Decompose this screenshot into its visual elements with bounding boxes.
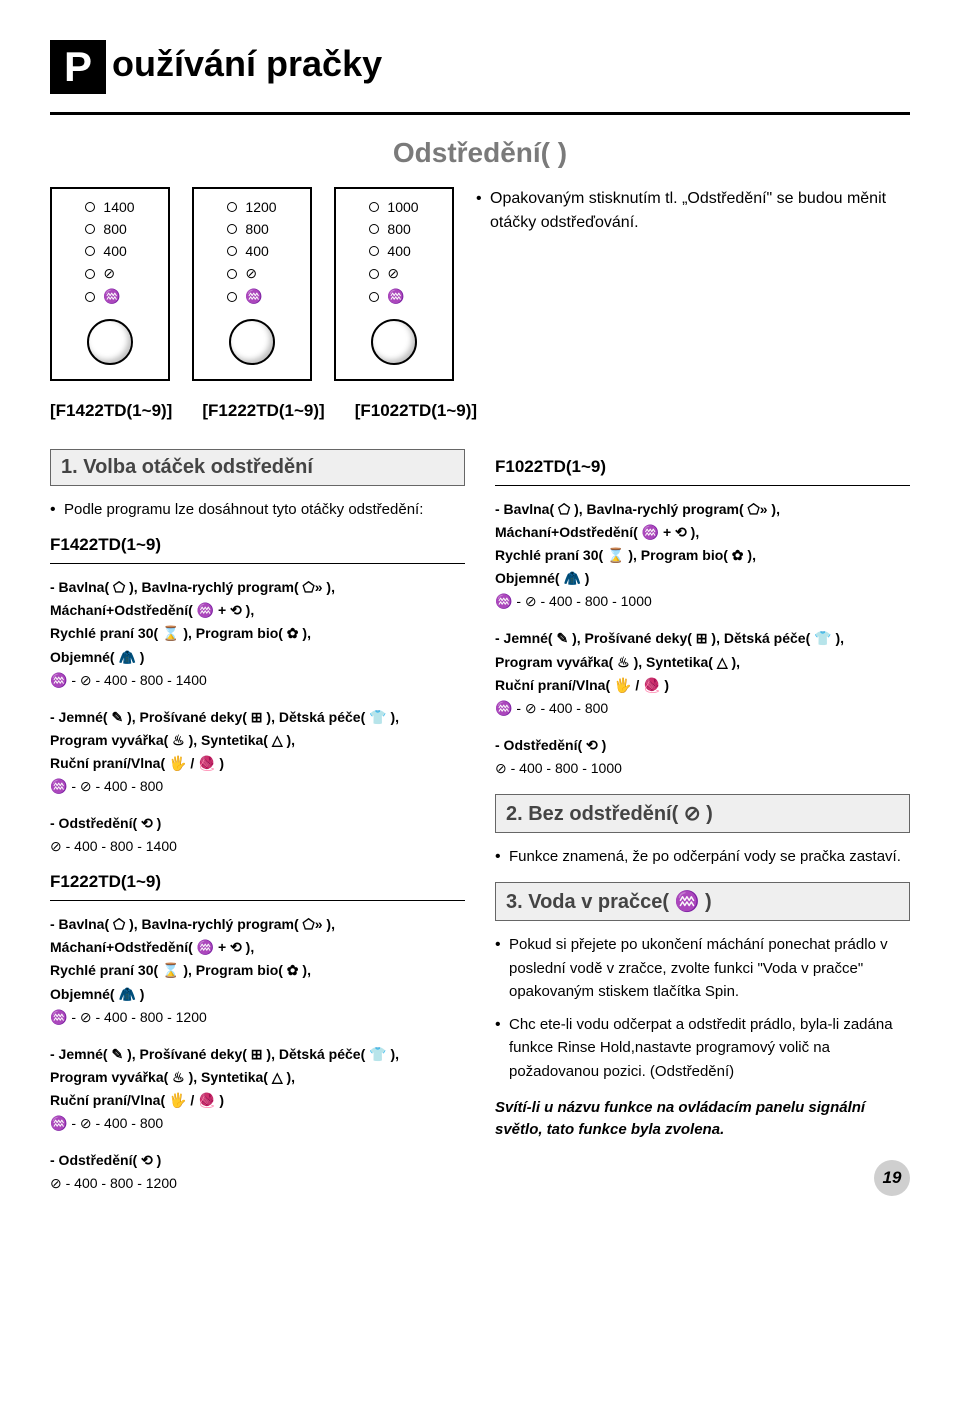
program-block: - Odstředění( ⟲ ) ⊘ - 400 - 800 - 1000 bbox=[495, 734, 910, 780]
program-block: - Odstředění( ⟲ ) ⊘ - 400 - 800 - 1400 bbox=[50, 812, 465, 858]
radio-icon bbox=[369, 246, 379, 256]
radio-icon bbox=[85, 224, 95, 234]
step-3-heading: 3. Voda v pračce( ♒ ) bbox=[495, 882, 910, 921]
right-column: F1022TD(1~9) - Bavlna( ⬠ ), Bavlna-rychl… bbox=[495, 449, 910, 1209]
radio-icon bbox=[369, 202, 379, 212]
radio-icon bbox=[85, 292, 95, 302]
intro-text: Podle programu lze dosáhnout tyto otáčky… bbox=[50, 498, 465, 521]
program-block: - Jemné( ✎ ), Prošívané deky( ⊞ ), Dětsk… bbox=[50, 1043, 465, 1135]
radio-icon bbox=[369, 269, 379, 279]
spin-panel-3: 1000 800 400 ⊘ ♒ bbox=[334, 187, 454, 381]
title-badge: P bbox=[50, 40, 106, 94]
radio-icon bbox=[369, 224, 379, 234]
left-column: 1. Volba otáček odstředění Podle program… bbox=[50, 449, 465, 1209]
program-block: - Bavlna( ⬠ ), Bavlna-rychlý program( ⬠»… bbox=[50, 913, 465, 1028]
program-block: - Bavlna( ⬠ ), Bavlna-rychlý program( ⬠»… bbox=[495, 498, 910, 613]
model-subhead: F1422TD(1~9) bbox=[50, 535, 465, 555]
section-heading: Odstředění( ) bbox=[50, 137, 910, 169]
opt-label: 800 bbox=[245, 221, 268, 237]
radio-icon bbox=[369, 292, 379, 302]
program-block: - Jemné( ✎ ), Prošívané deky( ⊞ ), Dětsk… bbox=[50, 706, 465, 798]
radio-icon bbox=[227, 292, 237, 302]
radio-icon bbox=[85, 246, 95, 256]
program-block: - Odstředění( ⟲ ) ⊘ - 400 - 800 - 1200 bbox=[50, 1149, 465, 1195]
rinse-hold-icon: ♒ bbox=[387, 288, 404, 305]
opt-label: 800 bbox=[103, 221, 126, 237]
step-3-bullet: Chc ete-li vodu odčerpat a odstředit prá… bbox=[495, 1013, 910, 1083]
model-subhead: F1222TD(1~9) bbox=[50, 872, 465, 892]
model-label: [F1222TD(1~9)] bbox=[202, 401, 324, 421]
radio-icon bbox=[227, 269, 237, 279]
divider bbox=[50, 112, 910, 115]
program-block: - Bavlna( ⬠ ), Bavlna-rychlý program( ⬠»… bbox=[50, 576, 465, 691]
dial-icon bbox=[87, 319, 133, 365]
opt-label: 1400 bbox=[103, 199, 134, 215]
opt-label: 400 bbox=[245, 243, 268, 259]
step-2-bullet: Funkce znamená, že po odčerpání vody se … bbox=[495, 845, 910, 868]
model-label: [F1022TD(1~9)] bbox=[355, 401, 477, 421]
dial-icon bbox=[229, 319, 275, 365]
radio-icon bbox=[85, 202, 95, 212]
opt-label: 1000 bbox=[387, 199, 418, 215]
step-3-bullet: Pokud si přejete po ukončení máchání pon… bbox=[495, 933, 910, 1003]
footer-note: Svítí-li u názvu funkce na ovládacím pan… bbox=[495, 1097, 910, 1142]
model-row: [F1422TD(1~9)] [F1222TD(1~9)] [F1022TD(1… bbox=[50, 401, 910, 421]
page-title: P oužívání pračky bbox=[50, 40, 910, 94]
model-label: [F1422TD(1~9)] bbox=[50, 401, 172, 421]
spin-panel-2: 1200 800 400 ⊘ ♒ bbox=[192, 187, 312, 381]
radio-icon bbox=[227, 246, 237, 256]
radio-icon bbox=[227, 202, 237, 212]
step-1-heading: 1. Volba otáček odstředění bbox=[50, 449, 465, 486]
rinse-hold-icon: ♒ bbox=[103, 288, 120, 305]
step-2-heading: 2. Bez odstředění( ⊘ ) bbox=[495, 794, 910, 833]
model-subhead: F1022TD(1~9) bbox=[495, 457, 910, 477]
no-spin-icon: ⊘ bbox=[103, 265, 115, 282]
opt-label: 400 bbox=[103, 243, 126, 259]
opt-label: 1200 bbox=[245, 199, 276, 215]
opt-label: 800 bbox=[387, 221, 410, 237]
no-spin-icon: ⊘ bbox=[245, 265, 257, 282]
spin-panel-1: 1400 800 400 ⊘ ♒ bbox=[50, 187, 170, 381]
radio-icon bbox=[227, 224, 237, 234]
program-block: - Jemné( ✎ ), Prošívané deky( ⊞ ), Dětsk… bbox=[495, 627, 910, 719]
radio-icon bbox=[85, 269, 95, 279]
section-heading-text: Odstředění( ) bbox=[393, 137, 567, 168]
rinse-hold-icon: ♒ bbox=[245, 288, 262, 305]
dial-icon bbox=[371, 319, 417, 365]
page-number: 19 bbox=[874, 1160, 910, 1196]
title-text: oužívání pračky bbox=[112, 40, 382, 84]
panel-note: Opakovaným stisknutím tl. „Odstředění" s… bbox=[476, 187, 910, 235]
opt-label: 400 bbox=[387, 243, 410, 259]
panels-row: 1400 800 400 ⊘ ♒ 1200 800 400 ⊘ ♒ 1000 8 bbox=[50, 187, 910, 381]
no-spin-icon: ⊘ bbox=[387, 265, 399, 282]
